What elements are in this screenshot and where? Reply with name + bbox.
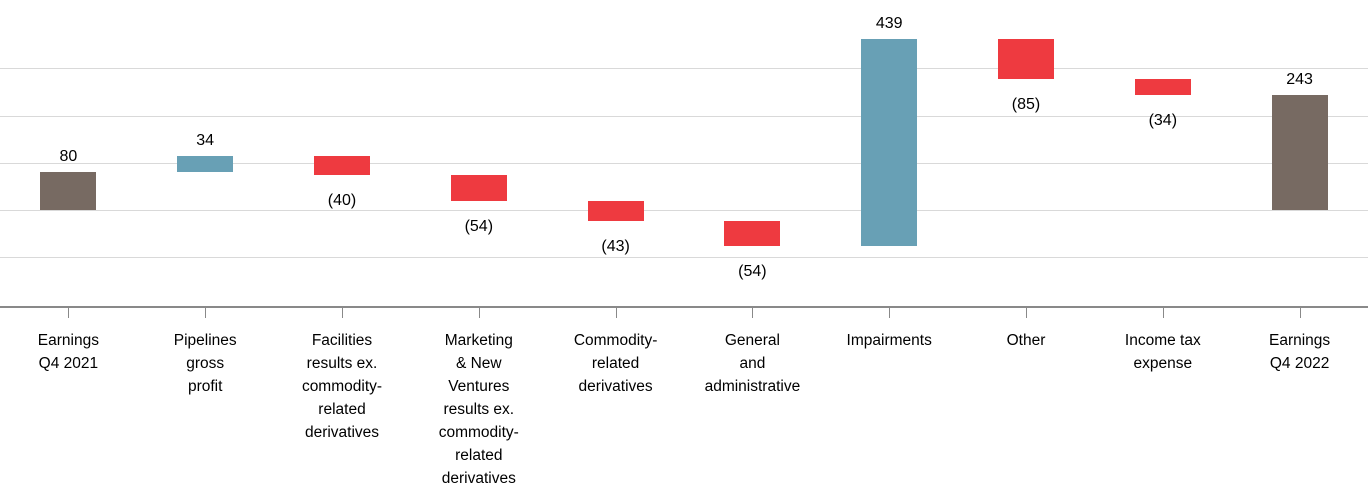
gridline <box>0 257 1368 259</box>
gridline <box>0 68 1368 70</box>
waterfall-bar <box>998 39 1054 80</box>
waterfall-bar <box>587 200 644 221</box>
axis-tick <box>342 307 343 318</box>
value-label: 34 <box>196 132 215 150</box>
category-label: Marketing & New Ventures results ex. com… <box>438 332 519 487</box>
axis-tick <box>752 307 754 318</box>
gridline <box>0 162 1368 164</box>
gridline <box>0 210 1368 211</box>
x-axis-line <box>0 306 1368 308</box>
axis-tick <box>1299 307 1301 318</box>
value-label: (34) <box>1148 112 1178 130</box>
category-label: Earnings Q4 2022 <box>1269 332 1331 372</box>
waterfall-bar <box>724 220 781 247</box>
value-label: 439 <box>875 15 903 33</box>
value-label: (54) <box>464 217 494 235</box>
axis-tick <box>478 307 480 318</box>
value-label: (85) <box>1011 96 1041 114</box>
waterfall-bar <box>1134 79 1191 96</box>
waterfall-bar <box>861 39 918 247</box>
value-label: 243 <box>1286 71 1313 89</box>
category-label: Impairments <box>846 332 932 349</box>
category-label: Earnings Q4 2021 <box>37 332 99 372</box>
waterfall-bar <box>1271 95 1328 210</box>
axis-tick <box>615 307 617 318</box>
category-label: Facilities results ex. commodity- relate… <box>301 332 383 441</box>
value-label: (40) <box>327 192 357 210</box>
value-label: (43) <box>601 237 630 255</box>
axis-tick <box>1026 307 1027 318</box>
category-label: Pipelines gross profit <box>173 332 237 395</box>
waterfall-bar <box>450 175 507 201</box>
axis-tick <box>1162 307 1164 318</box>
axis-tick <box>205 307 207 318</box>
category-label: Commodity- related derivatives <box>573 332 658 395</box>
category-label: Other <box>1006 332 1046 349</box>
waterfall-bar <box>314 156 370 176</box>
value-label: (54) <box>738 263 767 281</box>
category-label: General and administrative <box>704 332 801 395</box>
value-label: 80 <box>59 148 78 166</box>
axis-tick <box>68 307 70 318</box>
waterfall-bar <box>40 172 97 210</box>
gridline <box>0 115 1368 117</box>
category-label: Income tax expense <box>1124 332 1201 372</box>
waterfall-bar <box>177 156 234 173</box>
axis-tick <box>889 307 891 318</box>
